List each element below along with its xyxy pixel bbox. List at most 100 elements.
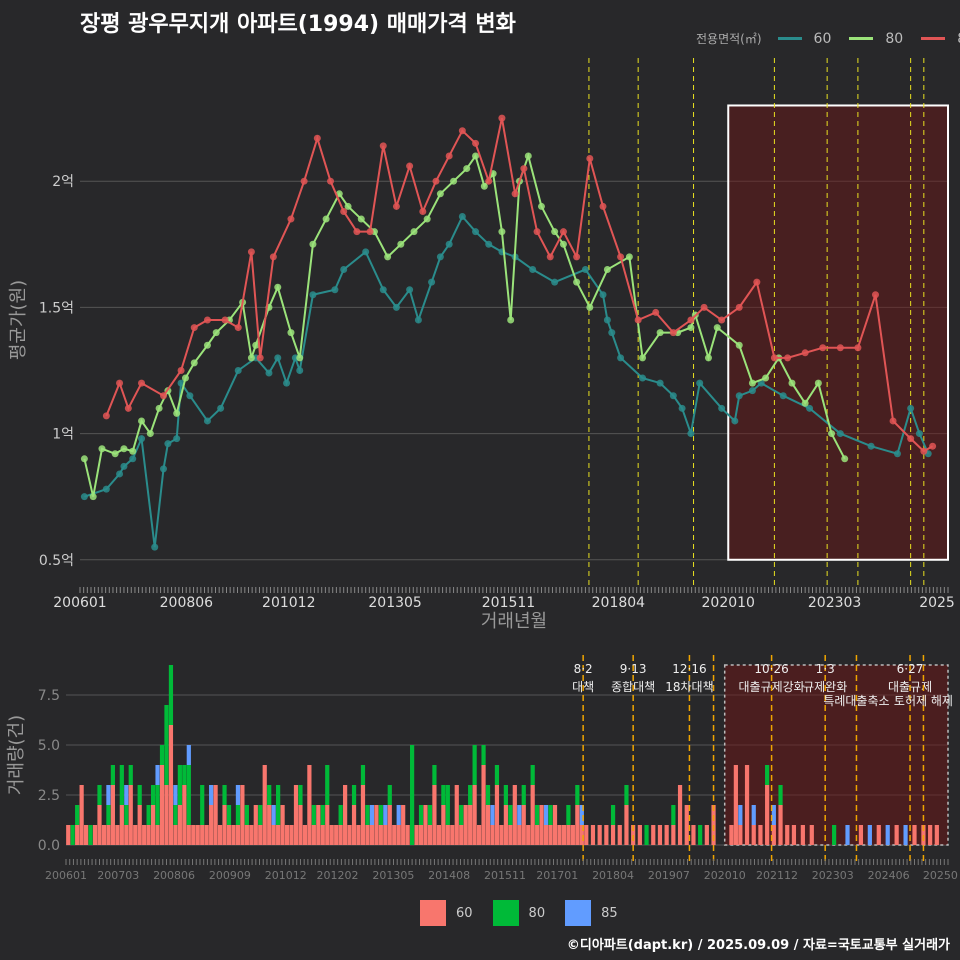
bar-80 bbox=[150, 785, 156, 805]
bar-60 bbox=[401, 805, 406, 845]
bar-85 bbox=[173, 785, 178, 805]
bar-80 bbox=[146, 805, 151, 825]
bar-60 bbox=[267, 805, 272, 845]
x-tick-label: 202010 bbox=[702, 595, 755, 611]
bar-x-tick-label: 201408 bbox=[428, 869, 470, 882]
data-point-60 bbox=[80, 493, 88, 501]
data-point-60 bbox=[485, 240, 493, 248]
bar-80 bbox=[508, 805, 513, 825]
bar-85 bbox=[186, 745, 191, 765]
bar-60 bbox=[343, 785, 348, 845]
bar-legend-swatch-80 bbox=[492, 900, 519, 926]
bar-x-tick-label: 202112 bbox=[756, 869, 798, 882]
bar-80 bbox=[124, 805, 129, 825]
data-point-85 bbox=[669, 329, 677, 337]
data-point-60 bbox=[915, 430, 923, 438]
data-point-60 bbox=[529, 266, 537, 274]
y-axis-title: 평균가(원) bbox=[8, 280, 29, 360]
data-point-85 bbox=[836, 344, 844, 352]
data-point-60 bbox=[406, 286, 414, 294]
volume-bar-chart: 0.0 2.5 5.0 7.5 거래량(건) 8·2 대책 9·13 종합대책 12·16 18차대… bbox=[6, 655, 958, 882]
bar-85 bbox=[490, 805, 495, 825]
bar-60 bbox=[414, 825, 419, 845]
data-point-85 bbox=[819, 344, 827, 352]
data-point-85 bbox=[353, 228, 361, 236]
data-point-60 bbox=[116, 470, 124, 478]
data-point-80 bbox=[80, 455, 88, 463]
policy-date-label: 10·26 bbox=[754, 662, 788, 676]
bar-60 bbox=[543, 825, 549, 845]
data-point-85 bbox=[735, 303, 743, 311]
bar-60 bbox=[213, 785, 218, 845]
bar-85 bbox=[903, 825, 908, 845]
data-point-85 bbox=[559, 228, 567, 236]
bar-85 bbox=[271, 805, 276, 825]
data-point-80 bbox=[111, 450, 119, 458]
bar-60 bbox=[329, 825, 334, 845]
data-point-85 bbox=[366, 228, 374, 236]
data-point-60 bbox=[687, 430, 695, 438]
data-point-85 bbox=[498, 114, 506, 122]
bar-60 bbox=[320, 825, 325, 845]
bar-80 bbox=[610, 805, 616, 825]
bar-60 bbox=[590, 825, 596, 845]
x-tick-label: 201804 bbox=[592, 595, 646, 611]
bar-60 bbox=[325, 805, 330, 845]
bar-60 bbox=[758, 825, 763, 845]
data-point-60 bbox=[599, 291, 607, 299]
data-point-80 bbox=[423, 215, 431, 223]
bar-60 bbox=[249, 825, 254, 845]
bar-85 bbox=[124, 785, 129, 805]
legend-label-60: 60 bbox=[813, 30, 832, 47]
bar-x-tick-label: 202010 bbox=[704, 869, 746, 882]
bar-60 bbox=[450, 825, 455, 845]
bar-80 bbox=[378, 805, 383, 825]
bar-60 bbox=[289, 825, 294, 845]
data-point-80 bbox=[801, 399, 809, 407]
bar-60 bbox=[738, 825, 743, 845]
x-tick-label: 200601 bbox=[53, 595, 106, 611]
data-point-85 bbox=[573, 253, 581, 261]
data-point-80 bbox=[138, 417, 146, 425]
data-point-80 bbox=[524, 152, 532, 160]
bar-80 bbox=[244, 805, 249, 825]
bar-80 bbox=[298, 785, 303, 805]
bar-legend-swatch-85 bbox=[565, 900, 592, 926]
bar-85 bbox=[845, 825, 850, 845]
bar-80 bbox=[832, 825, 837, 845]
bar-85 bbox=[369, 805, 375, 825]
bar-60 bbox=[765, 785, 770, 845]
bar-85 bbox=[155, 765, 160, 785]
bar-60 bbox=[454, 785, 459, 845]
data-point-85 bbox=[520, 165, 528, 173]
bar-85 bbox=[738, 805, 743, 825]
bar-80 bbox=[276, 785, 281, 825]
x-tick-label: 2025 bbox=[919, 595, 955, 611]
legend-swatch-60 bbox=[777, 37, 802, 40]
bar-y-axis-title: 거래량(건) bbox=[6, 715, 27, 795]
bar-y-tick-label: 2.5 bbox=[38, 788, 60, 804]
data-point-85 bbox=[138, 379, 146, 387]
bar-legend-label-85: 85 bbox=[601, 905, 618, 921]
data-point-80 bbox=[788, 379, 796, 387]
bar-60 bbox=[463, 805, 468, 845]
bar-85 bbox=[396, 805, 401, 825]
data-point-85 bbox=[634, 316, 642, 324]
data-point-85 bbox=[871, 291, 879, 299]
data-point-85 bbox=[190, 324, 198, 332]
line-legend: 전용면적(㎡) 60 80 85 bbox=[696, 30, 960, 47]
bar-60 bbox=[110, 785, 115, 845]
data-point-85 bbox=[406, 162, 414, 170]
bar-60 bbox=[517, 825, 522, 845]
bar-80 bbox=[566, 805, 571, 825]
bar-60 bbox=[503, 805, 508, 845]
bar-60 bbox=[566, 825, 571, 845]
bar-85 bbox=[235, 785, 241, 805]
data-point-85 bbox=[124, 404, 132, 412]
data-point-85 bbox=[458, 127, 466, 135]
bar-80 bbox=[119, 765, 124, 805]
bar-legend-swatch-60 bbox=[420, 900, 446, 926]
data-point-60 bbox=[581, 266, 589, 274]
bar-x-tick-label: 201907 bbox=[648, 869, 690, 882]
bar-60 bbox=[387, 805, 392, 845]
